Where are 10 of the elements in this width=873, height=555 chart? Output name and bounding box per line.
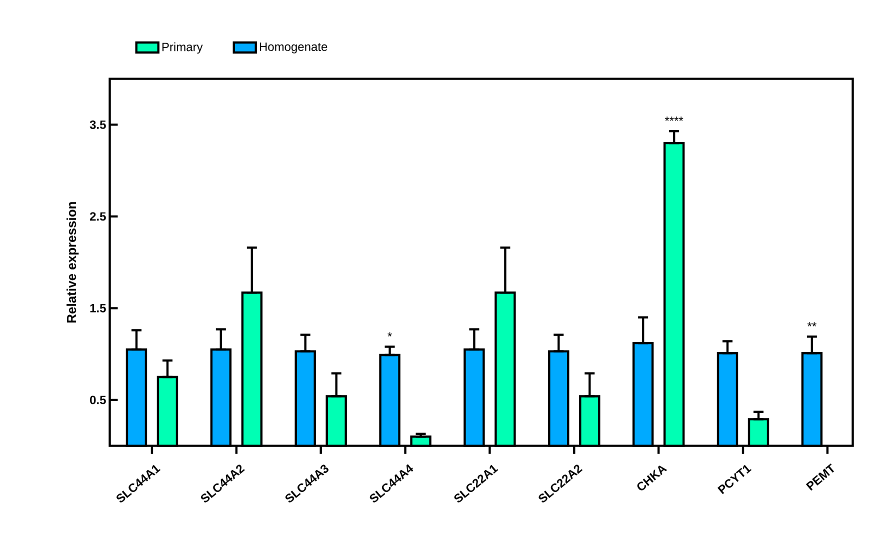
data-label: ** (807, 322, 816, 326)
legend-label: Homogenate (260, 42, 328, 54)
y-tick-label: 1.5 (90, 304, 106, 312)
y-axis-title: Relative expression (66, 202, 79, 323)
legend-label: Primary (162, 42, 203, 54)
data-label: * (388, 332, 392, 336)
data-label: **** (664, 116, 684, 121)
y-tick-label: 0.5 (90, 396, 106, 404)
y-tick-label: 3.5 (90, 120, 106, 129)
y-tick-label: 2.5 (90, 212, 106, 221)
